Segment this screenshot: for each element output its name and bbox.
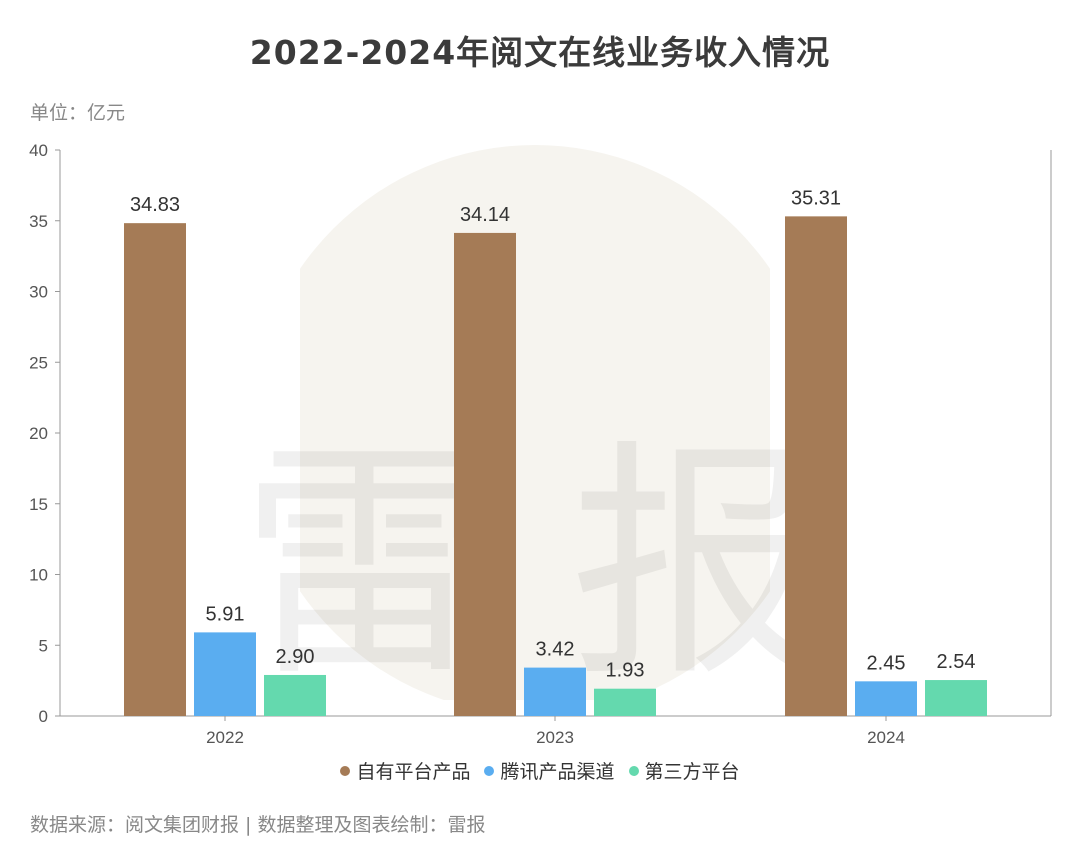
- bar: [194, 632, 256, 716]
- legend-label-self-platform: 自有平台产品: [356, 761, 471, 783]
- data-label: 2.45: [867, 652, 906, 674]
- data-label: 2.54: [937, 651, 976, 673]
- y-tick-label: 40: [29, 141, 48, 160]
- y-tick-label: 5: [39, 636, 48, 655]
- chart-title: 2022-2024年阅文在线业务收入情况: [249, 33, 831, 72]
- data-label: 5.91: [206, 603, 245, 625]
- bar: [594, 688, 656, 716]
- chart-data-labels: 34.83 5.91 2.90 34.14 3.42 1.93 35.31 2.45 2.54: [130, 187, 976, 681]
- y-tick-label: 15: [29, 495, 48, 514]
- legend-dot-third-party: [628, 765, 639, 776]
- legend-item-tencent-channel: 腾讯产品渠道: [484, 757, 615, 784]
- unit-label: 单位：亿元: [30, 102, 126, 124]
- bar: [785, 216, 847, 716]
- source-note: 数据来源：阅文集团财报 | 数据整理及图表绘制：雷报: [30, 814, 486, 836]
- bar: [524, 667, 586, 716]
- chart-legend: 自有平台产品 腾讯产品渠道 第三方平台: [0, 757, 1080, 784]
- x-tick-label: 2023: [536, 728, 574, 747]
- y-tick-label: 30: [29, 283, 48, 302]
- bar-chart: 0 5 10 15 20 25 30 35 40 2022 2023 2024 34.83 5.91 2.…: [29, 141, 1052, 747]
- data-label: 2.90: [276, 646, 315, 668]
- data-label: 34.14: [460, 204, 510, 226]
- data-label: 35.31: [791, 187, 841, 209]
- y-tick-label: 25: [29, 353, 48, 372]
- legend-label-third-party: 第三方平台: [644, 761, 740, 783]
- data-label: 3.42: [536, 639, 575, 661]
- bar: [925, 680, 987, 716]
- x-tick-label: 2022: [206, 728, 244, 747]
- legend-item-self-platform: 自有平台产品: [340, 757, 470, 784]
- legend-item-third-party: 第三方平台: [628, 757, 740, 784]
- data-label: 1.93: [606, 660, 645, 682]
- y-tick-label: 0: [39, 707, 48, 726]
- y-tick-label: 20: [29, 424, 48, 443]
- x-tick-label: 2024: [867, 728, 905, 747]
- legend-label-tencent-channel: 腾讯产品渠道: [500, 761, 615, 783]
- y-tick-label: 10: [29, 566, 48, 585]
- chart-bars: [124, 216, 987, 716]
- bar: [454, 232, 516, 716]
- bar: [124, 223, 186, 716]
- bar: [855, 681, 917, 716]
- chart-axes: 0 5 10 15 20 25 30 35 40 2022 2023 2024: [29, 141, 1052, 747]
- legend-dot-self-platform: [340, 765, 351, 776]
- data-label: 34.83: [130, 194, 180, 216]
- bar: [264, 674, 326, 716]
- legend-dot-tencent-channel: [484, 765, 495, 776]
- y-tick-label: 35: [29, 212, 48, 231]
